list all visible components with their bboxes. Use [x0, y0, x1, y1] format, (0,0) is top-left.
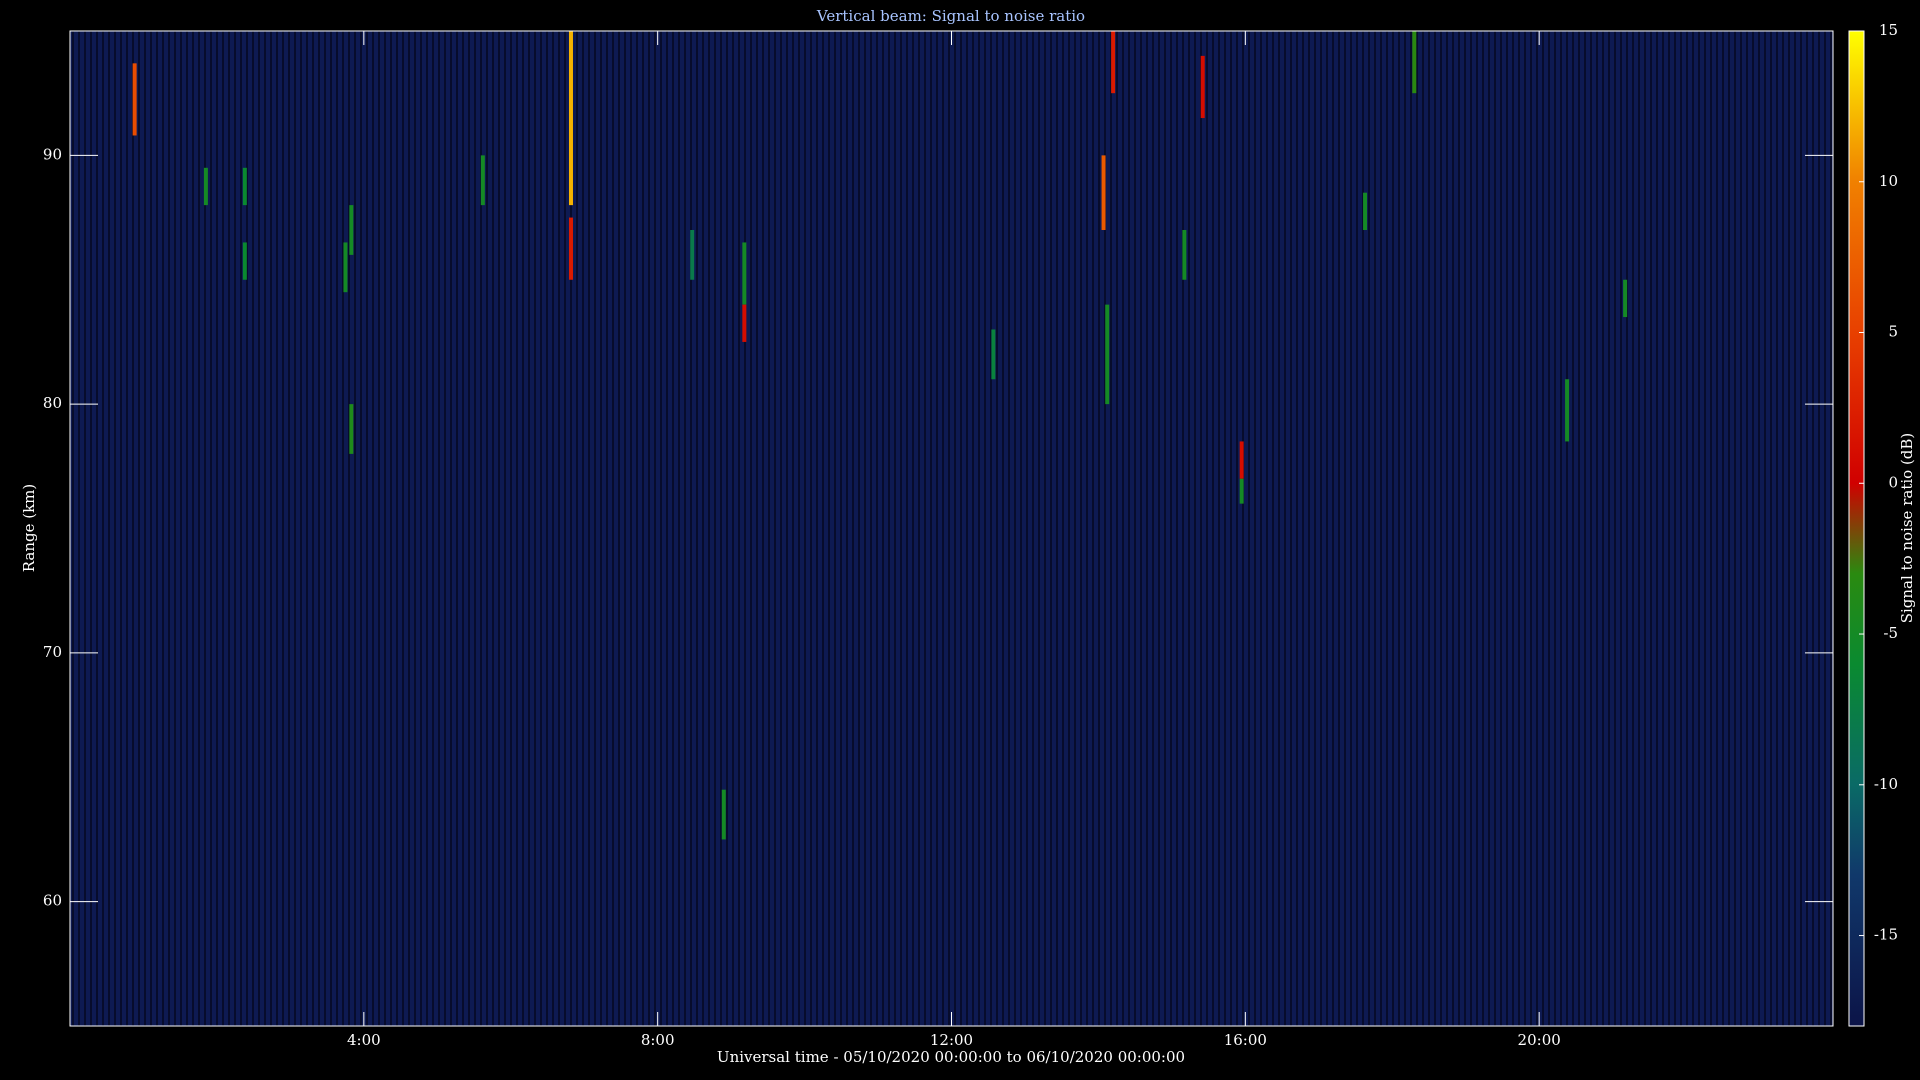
- heatmap-cell: [349, 205, 354, 255]
- x-tick-label: 16:00: [1224, 1031, 1267, 1049]
- heatmap-cell: [742, 242, 747, 305]
- heatmap-cell: [721, 789, 726, 840]
- heatmap-cell: [568, 217, 573, 280]
- colorbar-tick-label: 5: [1888, 323, 1898, 341]
- heatmap-cell: [1182, 230, 1187, 280]
- heatmap-cell: [203, 167, 208, 206]
- colorbar-tick-label: 0: [1888, 473, 1898, 491]
- heatmap-cell: [1623, 279, 1628, 318]
- heatmap-cell: [1239, 478, 1244, 504]
- colorbar-tick-label: -5: [1883, 624, 1898, 642]
- colorbar-label: Signal to noise ratio (dB): [1898, 433, 1916, 624]
- x-tick-label: 20:00: [1518, 1031, 1561, 1049]
- heatmap-cell: [343, 242, 348, 293]
- x-tick-label: 4:00: [347, 1031, 381, 1049]
- heatmap-cell: [1101, 155, 1106, 230]
- plot-area: [70, 31, 1833, 1026]
- heatmap-cell: [1565, 379, 1570, 442]
- heatmap-cell: [242, 167, 247, 206]
- y-axis-label: Range (km): [20, 484, 38, 573]
- heatmap-cell: [568, 31, 573, 206]
- heatmap-cell: [349, 404, 354, 454]
- x-tick-label: 8:00: [641, 1031, 675, 1049]
- heatmap-cell: [742, 304, 747, 342]
- heatmap-cell: [690, 230, 695, 280]
- y-tick-label: 70: [43, 643, 62, 661]
- heatmap-cell: [1412, 31, 1417, 94]
- colorbar-tick-label: 10: [1879, 172, 1898, 190]
- heatmap-cell: [242, 242, 247, 280]
- x-axis-label: Universal time - 05/10/2020 00:00:00 to …: [717, 1048, 1185, 1066]
- y-tick-label: 60: [43, 892, 62, 910]
- heatmap-cell: [1363, 192, 1368, 230]
- x-tick-label: 12:00: [930, 1031, 973, 1049]
- y-tick-label: 90: [43, 145, 62, 163]
- heatmap-cell: [1105, 304, 1110, 405]
- colorbar-tick-label: 15: [1879, 21, 1898, 39]
- heatmap-cell: [1200, 55, 1205, 119]
- heatmap-cell: [1239, 441, 1244, 479]
- heatmap-cell: [480, 155, 485, 206]
- heatmap-cell: [1111, 31, 1116, 94]
- colorbar-tick-label: -10: [1874, 775, 1898, 793]
- colorbar: [1848, 30, 1865, 1027]
- chart-title: Vertical beam: Signal to noise ratio: [816, 7, 1085, 25]
- y-tick-label: 80: [43, 394, 62, 412]
- heatmap-cell: [991, 329, 996, 380]
- colorbar-tick-label: -15: [1874, 926, 1898, 944]
- heatmap-cell: [132, 63, 137, 136]
